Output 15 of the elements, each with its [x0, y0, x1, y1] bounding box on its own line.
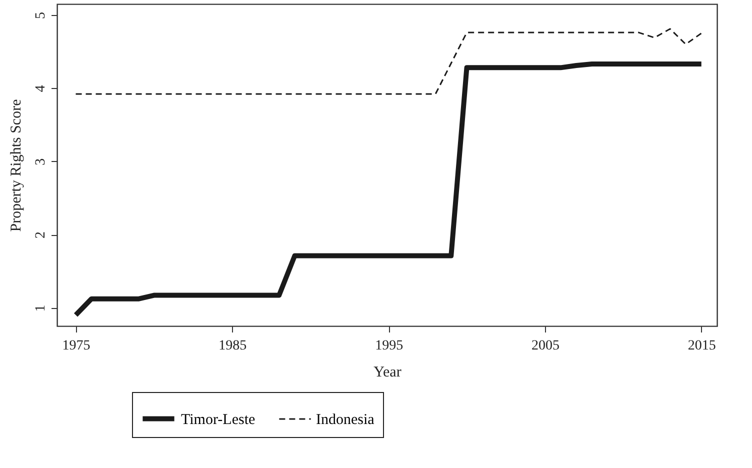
x-tick-label: 1995 — [375, 338, 404, 354]
x-tick-label: 2015 — [688, 338, 716, 354]
line-series — [75, 28, 702, 95]
y-tick-label: 3 — [34, 158, 48, 166]
x-axis-title: Year — [374, 364, 402, 380]
x-tick-label: 1985 — [218, 338, 247, 354]
y-tick-label: 5 — [34, 12, 48, 19]
y-tick-label: 2 — [34, 232, 48, 239]
y-axis-title: Property Rights Score — [8, 98, 24, 232]
y-tick-label: 4 — [34, 85, 48, 92]
x-tick-label: 2005 — [531, 338, 560, 354]
legend-label: Indonesia — [316, 412, 375, 428]
y-tick-label: 1 — [34, 304, 48, 312]
legend-label: Timor-Leste — [181, 412, 256, 428]
x-tick-label: 1975 — [62, 338, 90, 354]
